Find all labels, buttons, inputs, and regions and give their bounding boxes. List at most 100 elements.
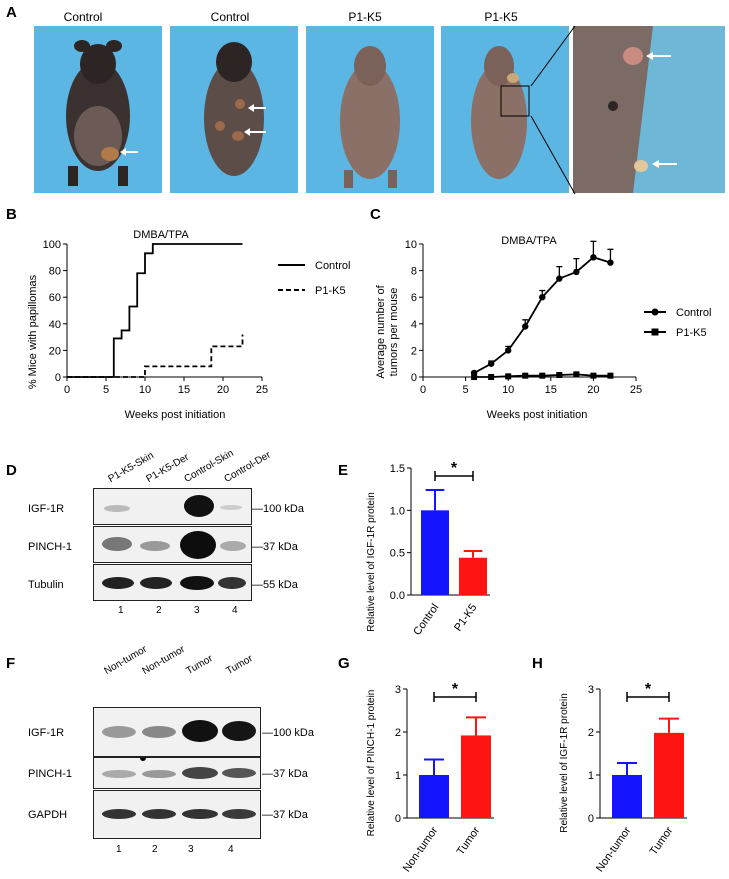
chart-b-x-tick-label: 15 xyxy=(178,384,190,396)
chart-b-x-tick-label: 5 xyxy=(103,384,109,396)
chart-h-bar-1 xyxy=(654,732,684,818)
lane-number-f-1: 1 xyxy=(116,844,122,855)
kda-f-1: —100 kDa xyxy=(262,727,314,739)
kda-d-2: —37 kDa xyxy=(252,541,298,553)
lane-label-f-4: Tumor xyxy=(224,653,255,677)
blot-row-label-d-1: IGF-1R xyxy=(28,503,65,515)
chart-c-x-tick-label: 15 xyxy=(545,384,557,396)
chart-e-x-tick-label: P1-K5 xyxy=(452,602,479,634)
chart-g-body: 0 1 2 3 Non-tumor Tumor * xyxy=(395,681,494,874)
lane-number-d-2: 2 xyxy=(156,605,162,616)
data-point-control xyxy=(556,275,563,282)
chart-g-y-tick-label: 2 xyxy=(395,727,401,739)
chart-c-x-tick-label: 10 xyxy=(502,384,514,396)
chart-h-y-tick-label: 3 xyxy=(588,684,594,696)
kda-f-2: —37 kDa xyxy=(262,768,308,780)
chart-b-xlabel: Weeks post initiation xyxy=(125,409,226,421)
chart-c-xlabel: Weeks post initiation xyxy=(487,409,588,421)
mouse-illustration xyxy=(66,40,138,186)
chart-c-lines xyxy=(470,240,614,380)
chart-h-x-tick-label: Tumor xyxy=(648,825,676,858)
data-point-control xyxy=(590,254,597,261)
panel-letter-c: C xyxy=(370,206,381,223)
legend-c-p1k5-marker xyxy=(651,328,659,336)
data-point-p1k5 xyxy=(556,372,563,379)
chart-e-y-tick-label: 0.5 xyxy=(390,548,405,560)
zoom-illustration xyxy=(573,26,677,193)
chart-g-x-tick-label: Tumor xyxy=(455,825,483,858)
chart-g: Relative level of PINCH-1 protein 0 1 2 3 No… xyxy=(366,681,494,874)
panel-letter-h: H xyxy=(532,655,543,672)
photo-label-2: Control xyxy=(210,10,250,24)
legend-b-control: Control xyxy=(315,260,350,272)
chart-e-y-tick-label: 0.0 xyxy=(390,590,405,602)
data-point-p1k5 xyxy=(539,372,546,379)
mouse-illustration xyxy=(204,42,266,176)
chart-c-y-tick-label: 2 xyxy=(411,345,417,357)
blot-d-igf1r xyxy=(93,488,252,525)
series-line-control xyxy=(473,256,611,374)
chart-b-x-tick-label: 10 xyxy=(139,384,151,396)
panel-letter-e: E xyxy=(338,462,349,479)
panel-letter-g: G xyxy=(338,655,350,672)
chart-g-bar-1 xyxy=(461,735,491,818)
lane-label-f-2: Non-tumor xyxy=(140,643,187,677)
chart-g-y-tick-label: 1 xyxy=(395,770,401,782)
chart-c-axes: 0 5 10 15 20 25 0 2 4 6 8 10 xyxy=(405,239,642,396)
series-line-p1-k5 xyxy=(67,334,244,378)
panel-letter-d: D xyxy=(6,462,17,479)
chart-b-lines xyxy=(67,243,244,378)
chart-h-ylabel: Relative level of IGF-1R protein xyxy=(559,693,570,833)
zoom-connector-lines xyxy=(530,26,576,195)
chart-c-y-tick-label: 0 xyxy=(411,372,417,384)
chart-b-ylabel: % Mice with papillomas xyxy=(27,274,39,389)
chart-e-bar-0 xyxy=(421,510,449,595)
lane-number-f-4: 4 xyxy=(228,844,234,855)
chart-c-y-tick-label: 8 xyxy=(411,266,417,278)
chart-b-y-tick-label: 80 xyxy=(49,266,61,278)
data-point-control xyxy=(522,323,529,330)
panel-letter-a: A xyxy=(6,4,17,21)
chart-e-x-tick-label: Control xyxy=(411,602,441,638)
photo-label-4: P1-K5 xyxy=(484,10,518,24)
chart-b-title: DMBA/TPA xyxy=(133,229,189,241)
chart-h-sig-star: * xyxy=(645,681,652,698)
chart-c-y-tick-label: 10 xyxy=(405,239,417,251)
chart-h-body: 0 1 2 3 Non-tumor Tumor * xyxy=(588,681,687,874)
mouse-photo-control-2 xyxy=(170,26,298,193)
chart-e-y-tick-label: 1.5 xyxy=(390,463,405,475)
blot-f-igf1r xyxy=(93,707,261,757)
blot-d-pinch1 xyxy=(93,526,252,563)
legend-b-p1k5: P1-K5 xyxy=(315,285,346,297)
data-point-control xyxy=(505,347,512,354)
chart-h-y-tick-label: 2 xyxy=(588,727,594,739)
chart-c-y-tick-label: 4 xyxy=(411,319,417,331)
chart-c: DMBA/TPA Average number of tumors per mo… xyxy=(375,235,711,421)
chart-c-x-tick-label: 20 xyxy=(587,384,599,396)
mouse-illustration xyxy=(471,46,530,179)
blot-f-gapdh xyxy=(93,790,261,839)
chart-c-ylabel-2: tumors per mouse xyxy=(388,288,400,377)
lane-number-d-3: 3 xyxy=(194,605,200,616)
chart-g-bar-0 xyxy=(419,775,449,818)
blot-row-label-d-3: Tubulin xyxy=(28,579,64,591)
panel-letter-b: B xyxy=(6,206,17,223)
chart-g-ylabel: Relative level of PINCH-1 protein xyxy=(366,690,377,837)
chart-b-x-tick-label: 25 xyxy=(256,384,268,396)
chart-e-sig-star: * xyxy=(451,462,458,477)
chart-b-y-tick-label: 0 xyxy=(55,372,61,384)
chart-e-ylabel: Relative level of IGF-1R protein xyxy=(366,492,377,632)
blot-row-label-f-1: IGF-1R xyxy=(28,727,65,739)
data-point-p1k5 xyxy=(573,371,580,378)
data-point-p1k5 xyxy=(471,374,478,380)
legend-c-control-marker xyxy=(651,308,659,316)
blot-row-label-f-3: GAPDH xyxy=(28,809,68,821)
kda-d-1: —100 kDa xyxy=(252,503,304,515)
chart-e-y-tick-label: 1.0 xyxy=(390,505,405,517)
chart-g-y-tick-label: 0 xyxy=(395,813,401,825)
data-point-control xyxy=(539,294,546,301)
blot-f-pinch1 xyxy=(93,757,261,789)
chart-g-sig-star: * xyxy=(452,681,459,698)
data-point-p1k5 xyxy=(488,374,495,380)
chart-c-y-tick-label: 6 xyxy=(411,292,417,304)
